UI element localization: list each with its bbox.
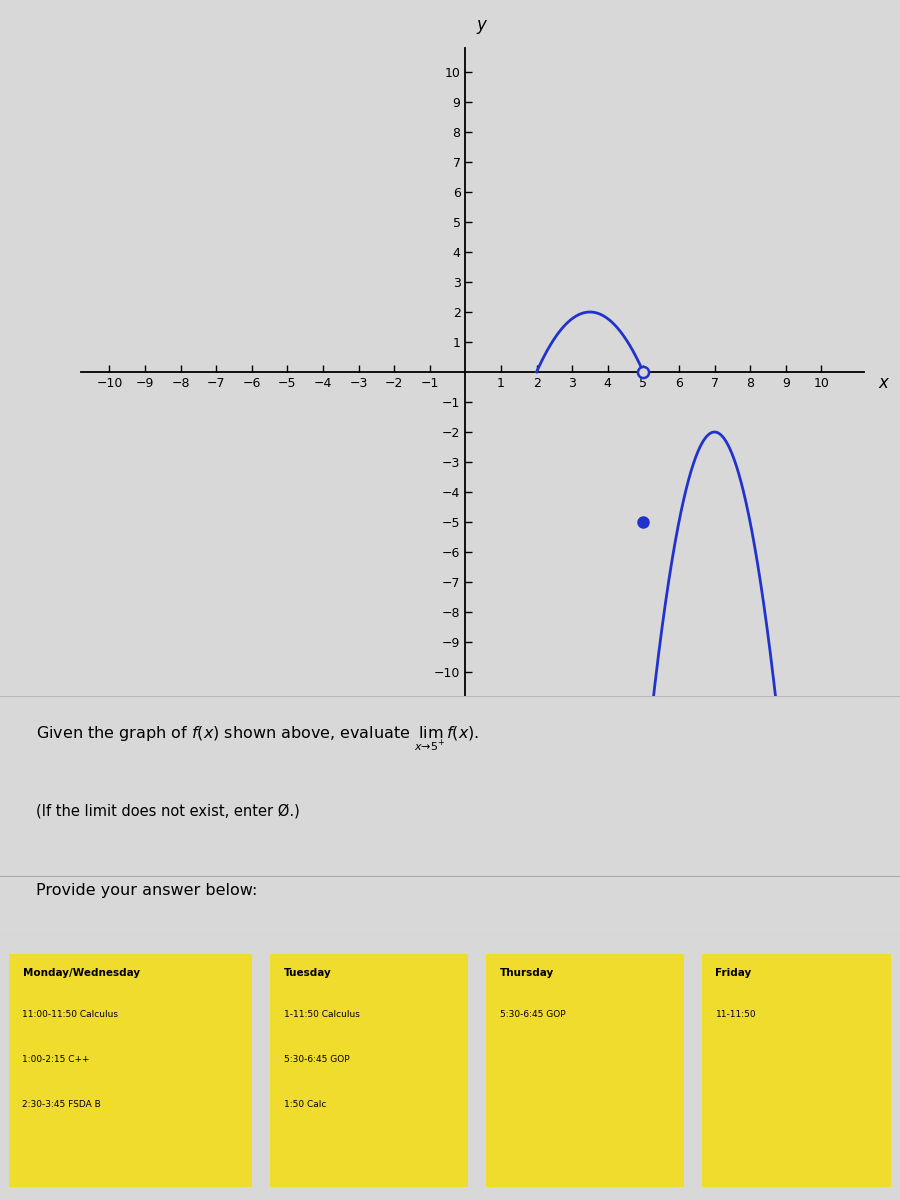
Text: Monday/Wednesday: Monday/Wednesday <box>22 967 140 978</box>
FancyBboxPatch shape <box>702 954 891 1187</box>
Text: 11-11:50: 11-11:50 <box>716 1010 756 1019</box>
Text: Friday: Friday <box>716 967 751 978</box>
Text: Tuesday: Tuesday <box>284 967 331 978</box>
Text: x: x <box>878 374 888 392</box>
Text: 5:30-6:45 GOP: 5:30-6:45 GOP <box>500 1010 565 1019</box>
FancyBboxPatch shape <box>486 954 684 1187</box>
Text: Provide your answer below:: Provide your answer below: <box>36 883 257 898</box>
Text: 11:00-11:50 Calculus: 11:00-11:50 Calculus <box>22 1010 119 1019</box>
FancyBboxPatch shape <box>9 954 252 1187</box>
Text: 1:50 Calc: 1:50 Calc <box>284 1099 326 1109</box>
Text: Given the graph of $f(x)$ shown above, evaluate $\lim_{x \to 5^+} f(x)$.: Given the graph of $f(x)$ shown above, e… <box>36 725 480 754</box>
Text: 1:00-2:15 C++: 1:00-2:15 C++ <box>22 1055 90 1063</box>
Text: y: y <box>476 16 486 34</box>
Text: 5:30-6:45 GOP: 5:30-6:45 GOP <box>284 1055 349 1063</box>
FancyBboxPatch shape <box>270 954 468 1187</box>
Text: 2:30-3:45 FSDA B: 2:30-3:45 FSDA B <box>22 1099 101 1109</box>
Text: (If the limit does not exist, enter Ø.): (If the limit does not exist, enter Ø.) <box>36 804 300 818</box>
Text: Thursday: Thursday <box>500 967 554 978</box>
Text: 1-11:50 Calculus: 1-11:50 Calculus <box>284 1010 359 1019</box>
